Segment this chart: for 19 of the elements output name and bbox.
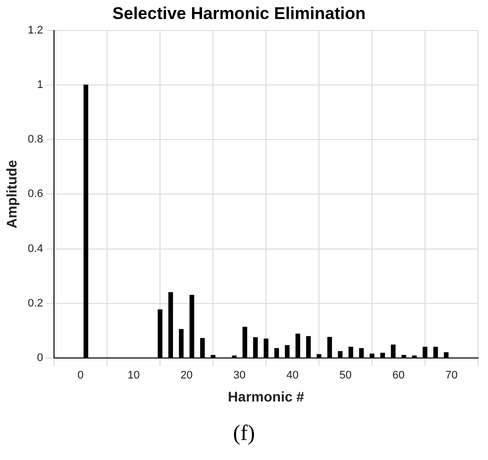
y-tick-label: 0.8 — [28, 134, 44, 146]
y-tick-label: 0.4 — [28, 242, 44, 255]
y-axis-title: Amplitude — [3, 160, 20, 228]
x-tick-label: 70 — [445, 370, 458, 382]
y-tick-label: 0.6 — [28, 188, 44, 200]
y-tick-label: 1 — [36, 79, 44, 92]
chart-title: Selective Harmonic Elimination — [112, 4, 366, 23]
text: (f) — [232, 420, 256, 446]
y-tick-label: 1.2 — [28, 24, 44, 36]
x-tick-label: 0 — [78, 370, 84, 382]
x-tick-label: 40 — [286, 370, 299, 382]
x-tick-label: 10 — [127, 370, 140, 382]
x-axis-title: Harmonic # — [228, 388, 304, 404]
x-tick-label: 20 — [180, 370, 193, 382]
x-tick-label: 30 — [233, 370, 246, 382]
x-tick-label: 50 — [339, 370, 352, 382]
x-tick-label: 60 — [392, 370, 405, 382]
y-tick-label: 0 — [36, 352, 44, 364]
y-tick-label: 0.2 — [28, 297, 44, 310]
